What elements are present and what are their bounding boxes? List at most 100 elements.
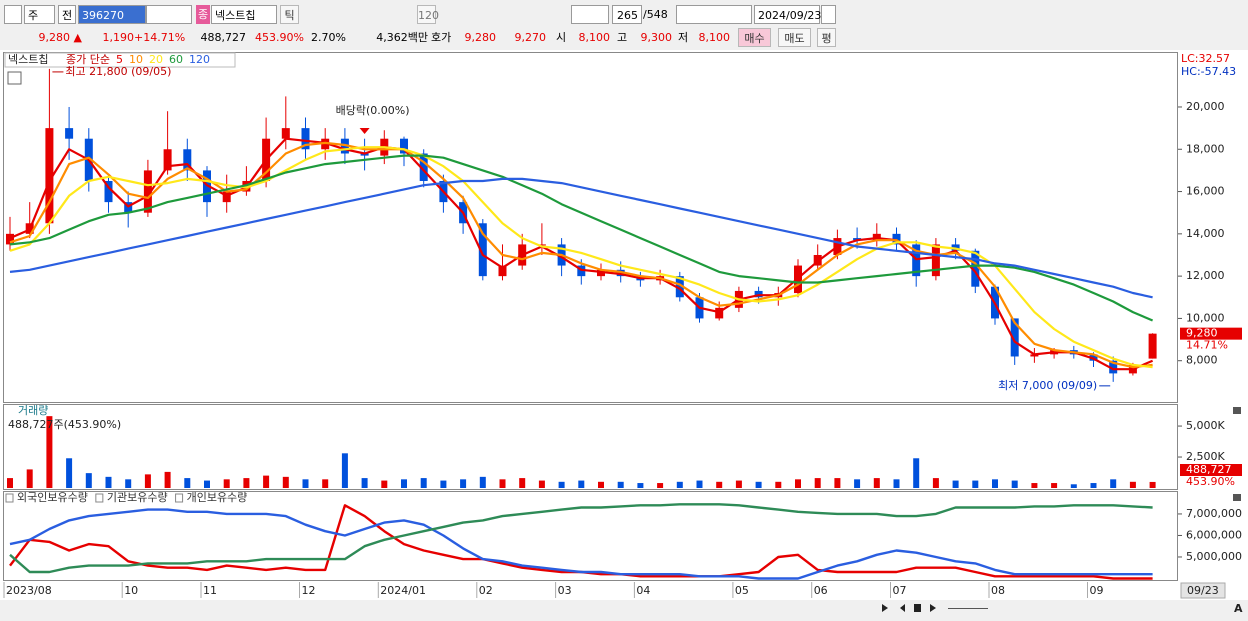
volume-bar — [46, 416, 53, 488]
close-button[interactable] — [1233, 407, 1241, 414]
sell-button[interactable]: 매도 — [778, 28, 811, 47]
volume-bar — [558, 481, 565, 488]
volume-bar — [66, 458, 73, 488]
candle-body — [400, 138, 408, 154]
slider[interactable] — [948, 608, 988, 609]
y-tick-label: 6,000,000 — [1186, 528, 1242, 541]
legend-entry: 10 — [129, 53, 143, 66]
calendar-button[interactable] — [821, 5, 836, 24]
volume-bar — [401, 479, 407, 488]
candle-body — [143, 170, 152, 213]
volume-bar — [676, 481, 683, 488]
volume-bar — [538, 480, 545, 488]
play[interactable] — [930, 604, 936, 612]
legend-swatch — [5, 493, 14, 503]
y-tick-label: 20,000 — [1186, 100, 1225, 113]
volume-bar — [1051, 483, 1058, 488]
volume-bar — [420, 478, 427, 488]
volume-bar — [1090, 483, 1097, 488]
candle-body — [183, 149, 192, 171]
scroll-controls: A — [882, 602, 1243, 615]
volume-bar — [341, 453, 348, 488]
series-line — [9, 508, 1153, 580]
holdings-panel-frame — [3, 491, 1178, 581]
panel-icon[interactable] — [7, 71, 22, 85]
x-tick-label: 08 — [991, 584, 1005, 597]
high-price: 9,300 — [640, 31, 673, 44]
volume-bar — [381, 480, 388, 488]
stop[interactable] — [914, 604, 921, 612]
legend-entry: 5 — [116, 53, 123, 66]
bid-price: 9,270 — [514, 31, 547, 44]
volume-bar — [125, 479, 132, 488]
volume-bar — [164, 471, 171, 488]
interval-button[interactable]: 틱 — [280, 5, 299, 24]
y-tick-label: 14,000 — [1186, 227, 1225, 240]
legend-title: 넥스트칩 — [8, 53, 48, 66]
high-label: 고 — [617, 31, 628, 44]
volume-bar — [657, 483, 664, 488]
candle-body — [478, 223, 487, 277]
dropdown[interactable] — [571, 5, 609, 24]
candle-body — [931, 244, 940, 277]
legend-swatch — [95, 493, 104, 503]
legend-entry: 개인보유수량 — [187, 491, 248, 504]
legend-prefix: 종가 단순 — [66, 53, 110, 66]
volume-bar — [263, 475, 270, 488]
candle-body — [301, 128, 310, 150]
prev-button[interactable]: 전 — [58, 5, 76, 24]
x-tick-label: 10 — [124, 584, 138, 597]
x-tick-label: 06 — [814, 584, 828, 597]
menu-icon[interactable] — [4, 5, 22, 24]
volume-bar — [716, 481, 723, 488]
volume-bar — [972, 480, 979, 488]
legend-entry: 60 — [169, 53, 183, 66]
font-button[interactable]: A — [1234, 602, 1243, 615]
chart-tools[interactable] — [676, 5, 752, 24]
y-tick-label: 5,000,000 — [1186, 550, 1242, 563]
legend-swatch — [175, 493, 184, 503]
last-price-box — [1180, 327, 1242, 340]
high-annotation: 최고 21,800 (09/05) — [65, 65, 171, 78]
visible-count[interactable]: 265 — [612, 5, 642, 24]
volume-bar — [696, 480, 703, 488]
y-tick-label: 10,000 — [1186, 311, 1225, 324]
volume-bar — [755, 481, 762, 488]
volume-bar — [479, 476, 486, 488]
code-input[interactable]: 396270 — [78, 5, 146, 24]
low-annotation: 최저 7,000 (09/09) — [998, 379, 1097, 392]
series-line — [9, 146, 1153, 369]
candle-body — [537, 244, 546, 246]
scroll-left[interactable] — [900, 604, 905, 612]
y-tick-label: 2,500K — [1186, 450, 1225, 463]
trade-amount: 4,362백만 — [376, 31, 428, 44]
low-label: 저 — [678, 31, 689, 44]
date-input[interactable]: 2024/09/23 — [754, 5, 821, 24]
volume-bar — [26, 469, 33, 488]
candle-body — [1010, 318, 1019, 357]
close-button[interactable] — [1233, 494, 1241, 501]
x-end-box — [1180, 582, 1226, 599]
volume-bar — [282, 476, 289, 488]
volume-bar — [223, 479, 230, 488]
search-tools[interactable] — [146, 5, 192, 24]
chart-background — [0, 50, 1248, 601]
count-button[interactable]: 120 — [417, 5, 439, 24]
volume-bar — [1070, 484, 1077, 488]
volume-bar — [204, 480, 210, 488]
volume-bar — [460, 479, 467, 488]
series-line — [9, 503, 1153, 574]
stock-name[interactable]: 넥스트칩 — [211, 5, 277, 24]
scroll-right[interactable] — [882, 604, 888, 612]
series-line — [9, 154, 1154, 322]
y-tick-label: 7,000,000 — [1186, 507, 1242, 520]
volume-bar — [598, 481, 604, 488]
open-label: 시 — [556, 31, 567, 44]
series-line — [9, 141, 1153, 369]
period-select[interactable]: 주 — [24, 5, 55, 24]
volume-bar — [85, 473, 92, 488]
ex-dividend-marker — [359, 128, 370, 134]
avg-button[interactable]: 평 — [817, 28, 836, 47]
buy-button[interactable]: 매수 — [738, 28, 771, 47]
